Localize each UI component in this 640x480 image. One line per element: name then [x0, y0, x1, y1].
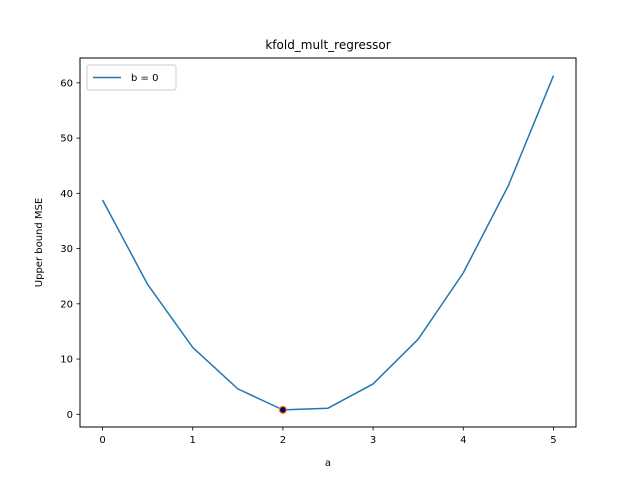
y-tick-label: 0 — [67, 410, 73, 421]
x-tick-label: 0 — [99, 435, 105, 446]
y-axis-label: Upper bound MSE — [34, 198, 45, 287]
x-tick-label: 1 — [190, 435, 196, 446]
y-axis: 0 10 20 30 40 50 60 — [60, 78, 80, 421]
series-layer — [101, 75, 555, 411]
plot-frame — [79, 57, 577, 428]
legend: b = 0 — [86, 64, 177, 91]
minimum-point-marker — [278, 405, 288, 414]
x-axis: 0 1 2 3 4 5 — [99, 427, 557, 446]
x-axis-label: a — [325, 458, 331, 469]
series-line — [101, 75, 555, 411]
y-tick-label: 40 — [60, 189, 73, 200]
x-tick-label: 5 — [550, 435, 556, 446]
plot-area: 0 1 2 3 4 5 0 10 20 30 40 50 60 — [60, 57, 577, 446]
y-tick-label: 30 — [60, 244, 73, 255]
legend-box — [86, 64, 177, 91]
y-tick-label: 50 — [60, 134, 73, 145]
highlight-layer — [278, 405, 288, 414]
chart-title: kfold_mult_regressor — [265, 38, 390, 52]
y-tick-label: 10 — [60, 355, 73, 366]
x-tick-label: 3 — [370, 435, 376, 446]
y-tick-label: 60 — [60, 78, 73, 89]
legend-label: b = 0 — [131, 73, 158, 84]
x-tick-label: 4 — [460, 435, 466, 446]
y-tick-label: 20 — [60, 299, 73, 310]
x-tick-label: 2 — [280, 435, 286, 446]
